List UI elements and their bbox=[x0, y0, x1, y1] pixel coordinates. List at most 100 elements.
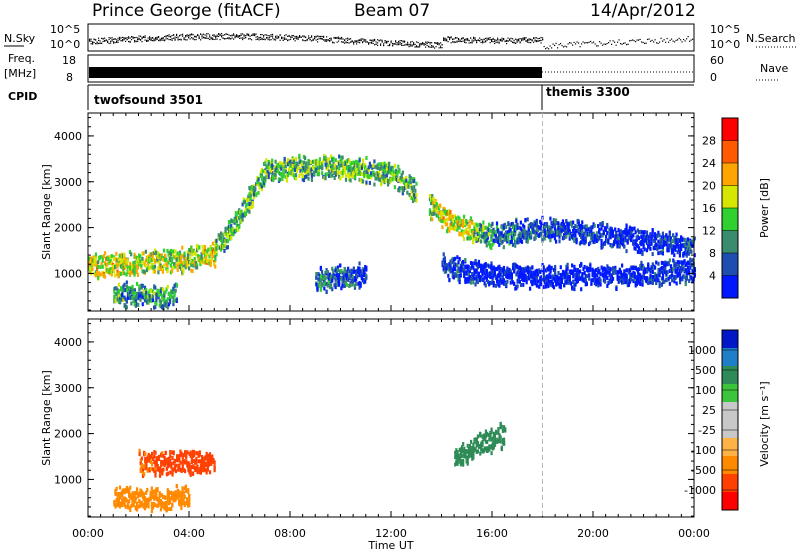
scatter-cell bbox=[643, 247, 646, 252]
noise-dot bbox=[201, 35, 203, 37]
scatter-cell bbox=[124, 304, 127, 309]
scatter-cell bbox=[122, 267, 125, 272]
scatter-cell bbox=[653, 277, 657, 282]
scatter-cell bbox=[482, 265, 485, 270]
scatter-cell bbox=[293, 165, 296, 170]
scatter-cell bbox=[323, 279, 326, 284]
scatter-cell bbox=[502, 224, 505, 229]
scatter-cell bbox=[641, 251, 644, 256]
scatter-cell bbox=[292, 173, 295, 178]
scatter-cell bbox=[338, 174, 341, 179]
scatter-cell bbox=[601, 272, 604, 277]
scatter-cell bbox=[181, 253, 184, 258]
noise-dot bbox=[362, 41, 364, 43]
scatter-cell bbox=[619, 240, 622, 245]
noise-dot bbox=[590, 40, 592, 43]
scatter-cell bbox=[538, 269, 541, 274]
scatter-cell bbox=[616, 276, 619, 281]
scatter-cell bbox=[342, 279, 345, 284]
scatter-cell bbox=[599, 272, 602, 277]
scatter-cell bbox=[609, 229, 612, 234]
scatter-cell bbox=[500, 224, 503, 229]
noise-dot bbox=[494, 39, 496, 41]
scatter-cell bbox=[517, 277, 520, 282]
noise-dot bbox=[161, 37, 163, 39]
scatter-cell bbox=[556, 281, 559, 286]
scatter-cell bbox=[565, 234, 568, 239]
noise-dot bbox=[192, 38, 194, 40]
scatter-cell bbox=[555, 282, 558, 287]
noise-dot bbox=[518, 40, 520, 42]
scatter-cell bbox=[343, 284, 346, 289]
scatter-cell bbox=[165, 299, 168, 304]
noise-dot bbox=[98, 39, 100, 41]
scatter-cell bbox=[309, 171, 312, 176]
scatter-cell bbox=[559, 272, 562, 277]
scatter-cell bbox=[298, 160, 301, 165]
noise-dot bbox=[540, 42, 542, 44]
scatter-cell bbox=[352, 269, 355, 274]
scatter-cell bbox=[677, 271, 681, 276]
noise-dot bbox=[297, 37, 299, 39]
scatter-cell bbox=[392, 170, 395, 175]
scatter-cell bbox=[525, 239, 528, 244]
scatter-cell bbox=[540, 275, 543, 280]
scatter-cell bbox=[343, 274, 346, 279]
scatter-cell bbox=[519, 220, 522, 225]
noise-dot bbox=[206, 35, 208, 37]
noise-dot bbox=[443, 39, 445, 41]
scatter-cell bbox=[141, 256, 144, 261]
scatter-cell bbox=[503, 232, 507, 237]
scatter-cell bbox=[326, 283, 329, 288]
scatter-cell bbox=[384, 179, 387, 184]
scatter-cell bbox=[432, 211, 435, 216]
scatter-cell bbox=[668, 275, 671, 280]
scatter-cell bbox=[333, 170, 336, 175]
freq-label: Freq. bbox=[8, 52, 35, 65]
scatter-cell bbox=[684, 276, 687, 281]
scatter-cell bbox=[482, 224, 485, 229]
scatter-cell bbox=[619, 270, 623, 275]
scatter-cell bbox=[499, 238, 502, 243]
scatter-cell bbox=[88, 261, 91, 266]
scatter-cell bbox=[124, 261, 127, 266]
scatter-cell bbox=[158, 260, 161, 265]
scatter-cell bbox=[371, 165, 374, 170]
scatter-cell bbox=[653, 239, 657, 244]
scatter-cell bbox=[629, 238, 633, 243]
scatter-cell bbox=[123, 282, 126, 287]
scatter-cell bbox=[248, 185, 251, 190]
scatter-cell bbox=[533, 236, 536, 241]
scatter-cell bbox=[547, 278, 550, 283]
scatter-cell bbox=[492, 238, 495, 243]
scatter-cell bbox=[530, 232, 533, 237]
scatter-cell bbox=[684, 238, 687, 243]
noise-dot bbox=[162, 39, 164, 41]
scatter-cell bbox=[151, 298, 155, 303]
scatter-cell bbox=[542, 285, 545, 290]
scatter-cell bbox=[227, 229, 231, 234]
scatter-cell bbox=[480, 275, 483, 280]
noise-dot bbox=[578, 42, 580, 44]
noise-dot bbox=[227, 37, 229, 39]
scatter-cell bbox=[519, 268, 523, 273]
noise-dot bbox=[281, 37, 283, 40]
scatter-cell bbox=[159, 302, 163, 307]
scatter-cell bbox=[282, 173, 285, 178]
scatter-cell bbox=[625, 249, 628, 254]
scatter-cell bbox=[131, 264, 134, 269]
noise-dot bbox=[344, 39, 346, 41]
scatter-cell bbox=[126, 266, 129, 271]
scatter-cell bbox=[550, 230, 553, 235]
noise-dot bbox=[138, 37, 140, 39]
scatter-cell bbox=[134, 255, 137, 260]
scatter-cell bbox=[190, 245, 193, 250]
noise-dot bbox=[492, 41, 494, 43]
scatter-cell bbox=[553, 226, 557, 231]
noise-dot bbox=[495, 41, 497, 44]
scatter-cell bbox=[575, 228, 578, 233]
noise-dot bbox=[636, 39, 638, 41]
noise-dot bbox=[407, 44, 409, 46]
scatter-cell bbox=[657, 251, 660, 256]
noise-dots bbox=[89, 33, 694, 50]
